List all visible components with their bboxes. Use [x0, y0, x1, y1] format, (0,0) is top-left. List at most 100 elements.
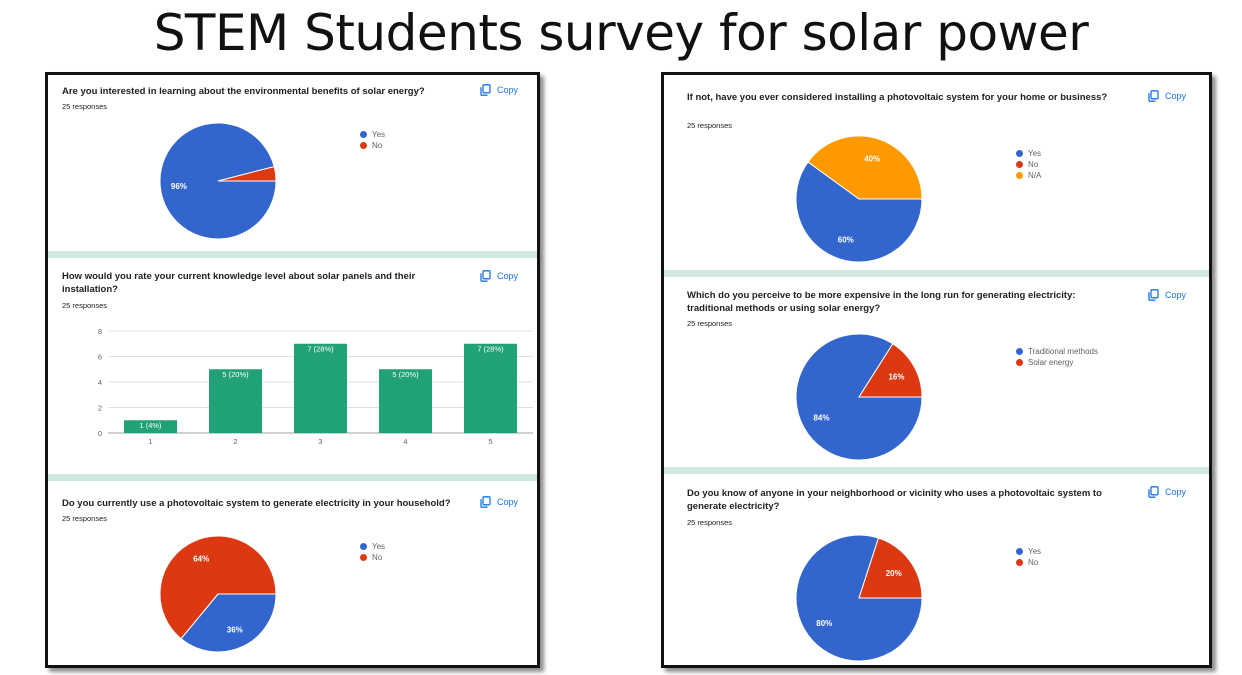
card-divider — [48, 251, 537, 258]
question-title: Are you interested in learning about the… — [62, 86, 425, 97]
bar-2 — [209, 369, 262, 433]
y-tick-label: 2 — [98, 404, 102, 413]
bar-data-label: 1 (4%) — [139, 421, 162, 430]
copy-button[interactable]: Copy — [1148, 289, 1186, 301]
card-divider — [664, 467, 1209, 474]
response-count: 25 responses — [62, 514, 108, 523]
legend-item: No — [360, 552, 385, 563]
pie-label: 60% — [838, 236, 854, 245]
legend-swatch — [1016, 150, 1023, 157]
copy-label: Copy — [1165, 91, 1187, 101]
bar-data-label: 5 (20%) — [222, 370, 249, 379]
legend-swatch — [1016, 559, 1023, 566]
legend-swatch — [1016, 359, 1023, 366]
pie-chart: 84% 16% — [795, 333, 923, 461]
legend-swatch — [1016, 548, 1023, 555]
legend-swatch — [360, 554, 367, 561]
pie-label: 16% — [888, 372, 904, 381]
copy-icon — [1148, 90, 1159, 102]
copy-icon — [1148, 289, 1159, 301]
copy-button[interactable]: Copy — [480, 496, 518, 508]
copy-button[interactable]: Copy — [1148, 90, 1186, 102]
copy-button[interactable]: Copy — [480, 270, 518, 282]
question-title: If not, have you ever considered install… — [687, 92, 1108, 103]
y-tick-label: 8 — [98, 327, 102, 336]
survey-card-environmental-benefits: Are you interested in learning about the… — [48, 75, 537, 251]
bar-data-label: 5 (20%) — [392, 370, 419, 379]
x-tick-label: 1 — [148, 437, 152, 446]
bar-data-label: 7 (28%) — [477, 344, 504, 353]
y-tick-label: 6 — [98, 353, 102, 362]
response-count: 25 responses — [62, 102, 108, 111]
chart-legend: Yes No N/A — [1016, 148, 1041, 181]
pie-slice-yes — [795, 161, 923, 263]
survey-card-knowledge-level: How would you rate your current knowledg… — [48, 258, 537, 474]
copy-button[interactable]: Copy — [480, 84, 518, 96]
copy-label: Copy — [497, 271, 519, 281]
legend-item: Yes — [360, 129, 385, 140]
legend-item: No — [1016, 557, 1041, 568]
bar-chart: 0 2 4 6 8 1 (4%) 1 5 (20%) 2 7 (28%) 3 5 (20%) 4 7 (2… — [98, 327, 533, 446]
legend-label: Traditional methods — [1028, 347, 1098, 356]
pie-chart: 80% 20% — [795, 534, 923, 662]
legend-item: Solar energy — [1016, 357, 1098, 368]
legend-label: No — [1028, 558, 1039, 567]
copy-label: Copy — [497, 85, 519, 95]
legend-swatch — [1016, 172, 1023, 179]
bar-5 — [464, 343, 517, 433]
chart-legend: Yes No — [360, 541, 385, 563]
x-tick-label: 3 — [318, 437, 322, 446]
bar-4 — [379, 369, 432, 433]
right-panel: If not, have you ever considered install… — [661, 72, 1212, 668]
response-count: 25 responses — [687, 319, 733, 328]
copy-label: Copy — [1165, 290, 1187, 300]
response-count: 25 responses — [62, 301, 108, 310]
legend-label: No — [372, 553, 383, 562]
bar-3 — [294, 343, 347, 433]
legend-label: Yes — [1028, 547, 1042, 556]
legend-item: Yes — [1016, 546, 1041, 557]
legend-label: No — [1028, 160, 1039, 169]
chart-legend: Yes No — [360, 129, 385, 151]
response-count: 25 responses — [687, 121, 733, 130]
card-divider — [48, 474, 537, 481]
y-tick-label: 0 — [98, 429, 102, 438]
x-tick-label: 2 — [233, 437, 237, 446]
bar-1 — [124, 420, 177, 433]
copy-icon — [480, 496, 491, 508]
legend-label: Yes — [1028, 149, 1042, 158]
question-title: Which do you perceive to be more expensi… — [687, 290, 1076, 314]
pie-slice-solar-energy — [858, 343, 923, 398]
pie-chart: 60% 40% — [795, 135, 923, 263]
legend-label: N/A — [1028, 171, 1042, 180]
copy-button[interactable]: Copy — [1148, 486, 1186, 498]
pie-label: 40% — [864, 154, 880, 163]
pie-slice-no — [217, 165, 277, 182]
legend-label: Yes — [372, 130, 386, 139]
pie-label: 64% — [193, 554, 209, 563]
pie-label: 20% — [886, 569, 902, 578]
legend-swatch — [360, 543, 367, 550]
legend-item: No — [360, 140, 385, 151]
survey-card-expensive: Which do you perceive to be more expensi… — [664, 277, 1209, 467]
legend-label: Solar energy — [1028, 358, 1074, 367]
copy-label: Copy — [497, 497, 519, 507]
question-title: Do you currently use a photovoltaic syst… — [62, 498, 451, 509]
chart-legend: Traditional methods Solar energy — [1016, 346, 1098, 368]
survey-card-consider-pv: If not, have you ever considered install… — [664, 75, 1209, 270]
question-title: How would you rate your current knowledg… — [62, 271, 416, 295]
legend-item: Yes — [1016, 148, 1041, 159]
copy-label: Copy — [1165, 487, 1187, 497]
x-tick-label: 5 — [488, 437, 492, 446]
pie-slice-n-a — [807, 135, 923, 200]
page-title: STEM Students survey for solar power — [153, 4, 1089, 62]
response-count: 25 responses — [687, 518, 733, 527]
legend-swatch — [1016, 348, 1023, 355]
legend-label: No — [372, 141, 383, 150]
copy-icon — [1148, 486, 1159, 498]
pie-label: 80% — [816, 619, 832, 628]
question-title: Do you know of anyone in your neighborho… — [687, 488, 1102, 512]
legend-swatch — [1016, 161, 1023, 168]
chart-legend: Yes No — [1016, 546, 1041, 568]
x-tick-label: 4 — [403, 437, 407, 446]
